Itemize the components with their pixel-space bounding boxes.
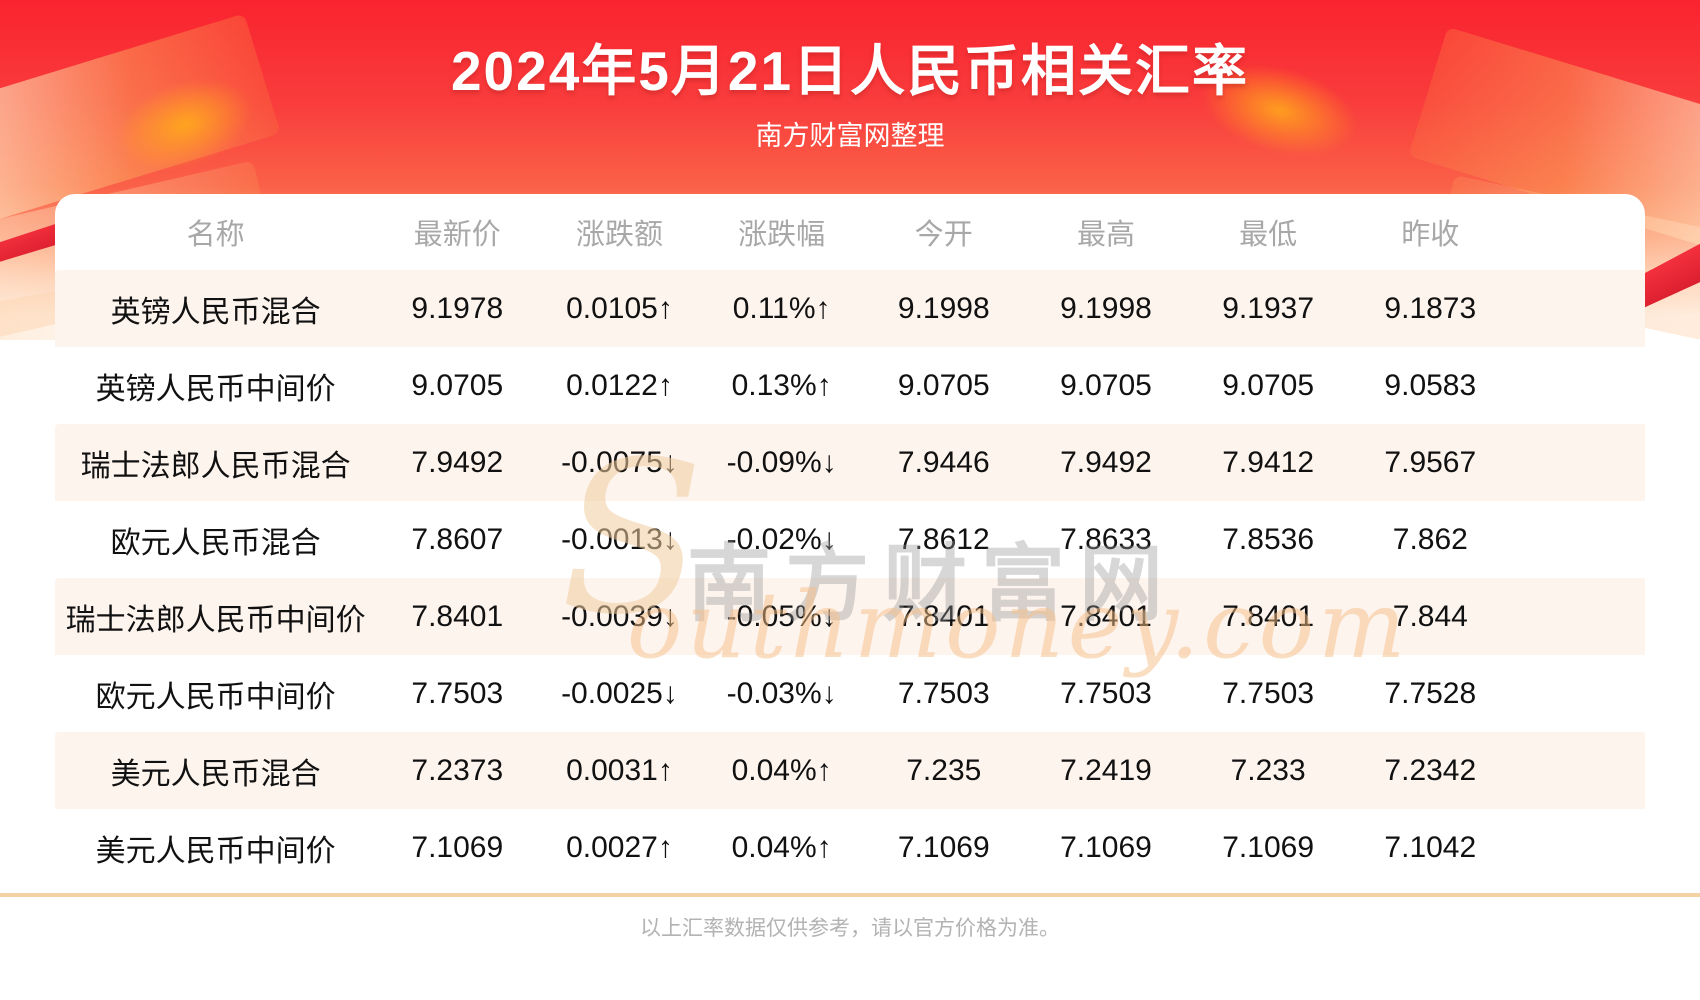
table-row: 瑞士法郎人民币中间价 7.8401 -0.0039↓ -0.05%↓ 7.8401 7.8…: [55, 578, 1645, 655]
low-price: 7.7503: [1222, 676, 1315, 710]
table-row: 欧元人民币中间价 7.7503 -0.0025↓ -0.03%↓ 7.7503 7.750…: [55, 655, 1645, 732]
change-percent: 0.04%↑: [731, 753, 832, 787]
change-percent: 0.11%↑: [732, 291, 831, 325]
change-percent: -0.02%↓: [726, 522, 837, 556]
table-row: 美元人民币混合 7.2373 0.0031↑ 0.04%↑ 7.235 7.2419 7.2…: [55, 732, 1645, 809]
table-row: 英镑人民币混合 9.1978 0.0105↑ 0.11%↑ 9.1998 9.1998 9.…: [55, 270, 1645, 347]
open-price: 9.0705: [897, 368, 990, 402]
latest-price: 7.7503: [411, 676, 504, 710]
currency-pair-name: 英镑人民币中间价: [95, 372, 336, 406]
latest-price: 7.8607: [411, 522, 504, 556]
page-title: 2024年5月21日人民币相关汇率: [450, 40, 1250, 102]
low-price: 9.0705: [1222, 368, 1315, 402]
change-percent: -0.09%↓: [726, 445, 837, 479]
low-price: 7.233: [1230, 753, 1306, 787]
row-spacer: [1511, 655, 1645, 732]
open-price: 7.9446: [897, 445, 990, 479]
footer-divider: [0, 893, 1700, 897]
latest-price: 7.2373: [411, 753, 504, 787]
change-amount: 0.0027↑: [566, 830, 673, 864]
currency-pair-name: 英镑人民币混合: [110, 295, 321, 329]
currency-pair-name: 美元人民币中间价: [95, 834, 336, 868]
rates-card: 名称 最新价 涨跌额 涨跌幅 今开 最高 最低 昨收 英镑人民币混合 9.1978 0.0105↑…: [55, 194, 1645, 886]
currency-pair-name: 欧元人民币混合: [110, 526, 321, 560]
page-subtitle: 南方财富网整理: [755, 121, 945, 151]
row-spacer: [1511, 809, 1645, 886]
high-price: 7.9492: [1060, 445, 1152, 479]
currency-pair-name: 欧元人民币中间价: [95, 680, 336, 714]
change-percent: 0.13%↑: [731, 368, 832, 402]
change-percent: -0.05%↓: [726, 599, 837, 633]
latest-price: 7.9492: [411, 445, 504, 479]
change-amount: -0.0013↓: [561, 522, 678, 556]
column-header: 涨跌额: [575, 219, 663, 251]
change-amount: 0.0105↑: [566, 291, 673, 325]
column-header: 最高: [1076, 219, 1135, 251]
column-header: 名称: [186, 219, 245, 251]
latest-price: 9.1978: [411, 291, 504, 325]
high-price: 7.8401: [1060, 599, 1152, 633]
low-price: 7.1069: [1222, 830, 1315, 864]
change-percent: 0.04%↑: [731, 830, 832, 864]
prev-close-price: 7.1042: [1384, 830, 1477, 864]
high-price: 7.8633: [1060, 522, 1152, 556]
row-spacer: [1511, 732, 1645, 809]
low-price: 7.8536: [1222, 522, 1315, 556]
low-price: 7.9412: [1222, 445, 1315, 479]
open-price: 7.1069: [897, 830, 990, 864]
high-price: 9.1998: [1060, 291, 1152, 325]
open-price: 7.235: [906, 753, 982, 787]
prev-close-price: 7.2342: [1384, 753, 1477, 787]
prev-close-price: 9.1873: [1384, 291, 1477, 325]
column-header: 最新价: [413, 219, 501, 251]
currency-pair-name: 美元人民币混合: [110, 757, 321, 791]
column-header: 最低: [1239, 219, 1298, 251]
table-row: 英镑人民币中间价 9.0705 0.0122↑ 0.13%↑ 9.0705 9.0705 9…: [55, 347, 1645, 424]
row-spacer: [1511, 270, 1645, 347]
table-row: 欧元人民币混合 7.8607 -0.0013↓ -0.02%↓ 7.8612 7.8633…: [55, 501, 1645, 578]
latest-price: 9.0705: [411, 368, 504, 402]
low-price: 7.8401: [1222, 599, 1315, 633]
prev-close-price: 7.844: [1392, 599, 1468, 633]
column-header: 今开: [914, 219, 973, 251]
rates-table: 名称 最新价 涨跌额 涨跌幅 今开 最高 最低 昨收 英镑人民币混合 9.1978 0.0105↑…: [55, 194, 1645, 886]
open-price: 7.8401: [897, 599, 990, 633]
column-spacer: [1511, 194, 1645, 270]
high-price: 9.0705: [1060, 368, 1152, 402]
change-amount: -0.0075↓: [561, 445, 678, 479]
change-amount: -0.0025↓: [561, 676, 678, 710]
low-price: 9.1937: [1222, 291, 1315, 325]
row-spacer: [1511, 347, 1645, 424]
column-header: 涨跌幅: [738, 219, 826, 251]
currency-pair-name: 瑞士法郎人民币混合: [80, 449, 351, 483]
table-row: 美元人民币中间价 7.1069 0.0027↑ 0.04%↑ 7.1069 7.1069 7…: [55, 809, 1645, 886]
prev-close-price: 7.862: [1392, 522, 1468, 556]
currency-pair-name: 瑞士法郎人民币中间价: [65, 603, 366, 637]
row-spacer: [1511, 424, 1645, 501]
change-amount: 0.0122↑: [566, 368, 673, 402]
change-amount: -0.0039↓: [561, 599, 678, 633]
high-price: 7.7503: [1060, 676, 1152, 710]
latest-price: 7.8401: [411, 599, 504, 633]
row-spacer: [1511, 578, 1645, 655]
high-price: 7.2419: [1060, 753, 1152, 787]
column-header: 昨收: [1401, 219, 1460, 251]
table-header-row: 名称 最新价 涨跌额 涨跌幅 今开 最高 最低 昨收: [55, 194, 1645, 270]
footer-disclaimer: 以上汇率数据仅供参考，请以官方价格为准。: [640, 917, 1060, 940]
open-price: 9.1998: [897, 291, 990, 325]
prev-close-price: 7.9567: [1384, 445, 1477, 479]
prev-close-price: 9.0583: [1384, 368, 1477, 402]
open-price: 7.7503: [897, 676, 990, 710]
open-price: 7.8612: [897, 522, 990, 556]
latest-price: 7.1069: [411, 830, 504, 864]
change-amount: 0.0031↑: [566, 753, 673, 787]
high-price: 7.1069: [1060, 830, 1152, 864]
change-percent: -0.03%↓: [726, 676, 837, 710]
prev-close-price: 7.7528: [1384, 676, 1477, 710]
row-spacer: [1511, 501, 1645, 578]
table-row: 瑞士法郎人民币混合 7.9492 -0.0075↓ -0.09%↓ 7.9446 7.94…: [55, 424, 1645, 501]
rates-table-body: 英镑人民币混合 9.1978 0.0105↑ 0.11%↑ 9.1998 9.1998 9.…: [55, 270, 1645, 886]
